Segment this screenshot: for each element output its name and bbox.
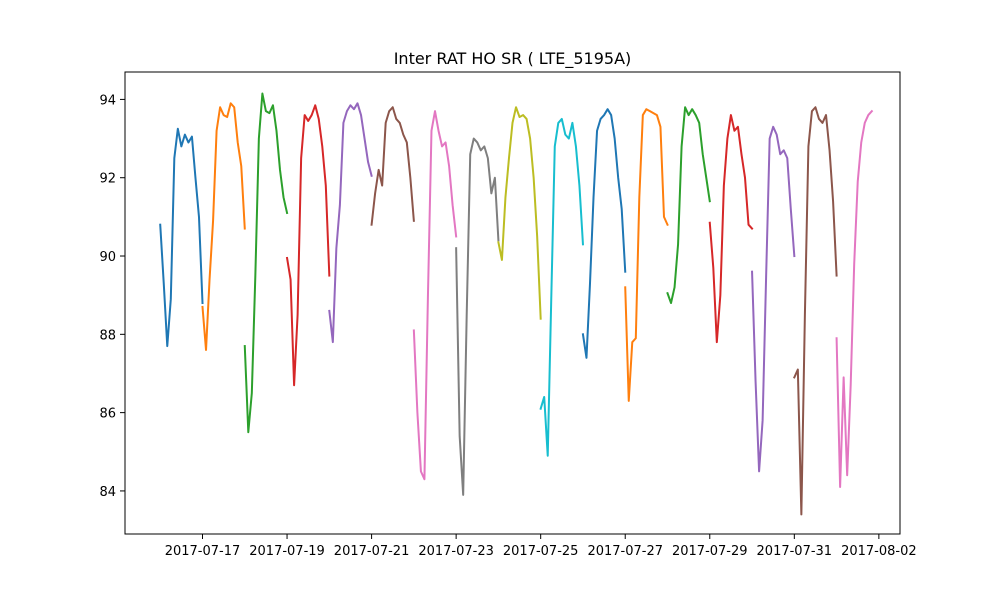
series-line-8 <box>455 137 500 496</box>
y-axis: 84 86 88 90 92 94 <box>99 93 125 500</box>
x-tick-label: 2017-08-02 <box>841 544 917 559</box>
y-tick-label: 90 <box>99 250 116 265</box>
y-tick-label: 94 <box>99 93 116 108</box>
x-tick-label: 2017-07-27 <box>587 544 663 559</box>
x-tick-label: 2017-07-17 <box>165 544 241 559</box>
series-line-12 <box>624 108 669 402</box>
chart-title: Inter RAT HO SR ( LTE_5195A) <box>394 49 632 69</box>
series-line-11 <box>581 108 627 359</box>
series-line-10 <box>539 117 585 457</box>
x-tick-label: 2017-07-21 <box>334 544 410 559</box>
x-tick-label: 2017-07-19 <box>249 544 325 559</box>
x-tick-label: 2017-07-31 <box>757 544 833 559</box>
x-tick-label: 2017-07-25 <box>503 544 579 559</box>
series-line-4 <box>285 104 331 387</box>
series-layer <box>159 92 874 516</box>
series-line-15 <box>751 125 796 473</box>
plot-frame <box>124 71 901 535</box>
series-line-13 <box>666 106 711 304</box>
series-line-14 <box>708 114 754 344</box>
series-line-9 <box>497 106 542 320</box>
series-line-16 <box>792 106 838 516</box>
series-line-6 <box>370 106 415 226</box>
series-line-5 <box>328 102 373 344</box>
series-line-7 <box>412 110 458 481</box>
x-tick-label: 2017-07-23 <box>418 544 494 559</box>
y-tick-label: 86 <box>99 407 116 422</box>
y-tick-label: 88 <box>99 328 116 343</box>
y-tick-label: 92 <box>99 172 116 187</box>
series-line-3 <box>243 92 289 434</box>
x-axis: 2017-07-17 2017-07-19 2017-07-21 2017-07-23… <box>165 534 917 559</box>
series-line-2 <box>201 102 246 351</box>
series-line-17 <box>835 109 874 489</box>
x-tick-label: 2017-07-29 <box>672 544 748 559</box>
series-line-1 <box>159 127 204 348</box>
y-tick-label: 84 <box>99 485 116 500</box>
